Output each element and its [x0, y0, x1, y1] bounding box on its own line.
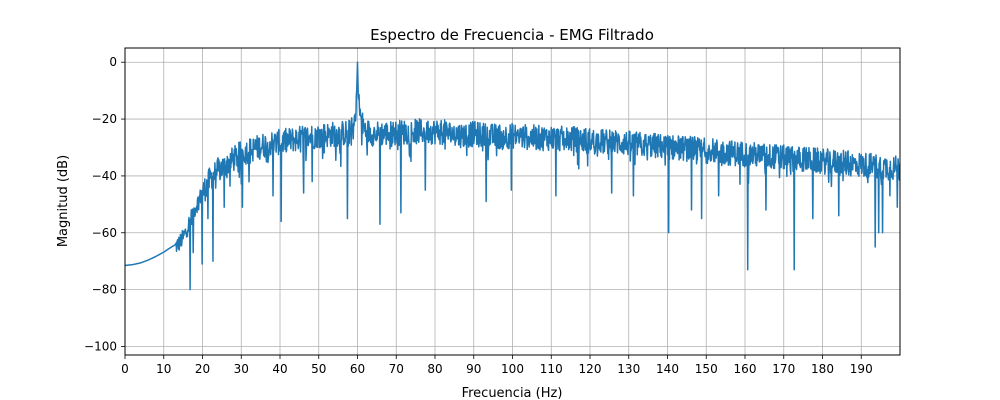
spectrum-line: [125, 61, 900, 291]
x-tick-label: 20: [195, 362, 210, 376]
x-tick-label: 150: [695, 362, 718, 376]
x-tick-label: 130: [617, 362, 640, 376]
x-tick-label: 60: [350, 362, 365, 376]
y-tick-label: −40: [92, 169, 117, 183]
x-axis: 0 10 20 30 40 50 60 70 80 90 100 110 120 130 140 150 160…: [121, 355, 873, 376]
x-axis-label: Frecuencia (Hz): [462, 386, 563, 400]
x-tick-label: 120: [579, 362, 602, 376]
x-tick-label: 40: [272, 362, 287, 376]
grid: [124, 48, 900, 355]
y-tick-label: −60: [92, 226, 117, 240]
x-tick-label: 80: [427, 362, 442, 376]
x-tick-label: 170: [772, 362, 795, 376]
x-tick-label: 100: [501, 362, 524, 376]
x-tick-label: 190: [850, 362, 873, 376]
x-tick-label: 90: [466, 362, 481, 376]
x-tick-label: 50: [311, 362, 326, 376]
y-tick-label: −100: [84, 339, 117, 353]
x-tick-label: 30: [234, 362, 249, 376]
x-tick-label: 160: [734, 362, 757, 376]
y-axis-label: Magnitud (dB): [56, 155, 71, 247]
x-tick-label: 140: [656, 362, 679, 376]
y-tick-label: −80: [92, 283, 117, 297]
y-tick-label: −20: [92, 112, 117, 126]
y-axis: 0 −20 −40 −60 −80 −100: [84, 55, 125, 353]
x-tick-label: 180: [811, 362, 834, 376]
x-tick-label: 10: [156, 362, 171, 376]
chart-title: Espectro de Frecuencia - EMG Filtrado: [370, 26, 654, 44]
x-tick-label: 0: [121, 362, 129, 376]
x-tick-label: 110: [540, 362, 563, 376]
x-tick-label: 70: [389, 362, 404, 376]
plot-area: [125, 61, 900, 291]
y-tick-label: 0: [109, 55, 117, 69]
